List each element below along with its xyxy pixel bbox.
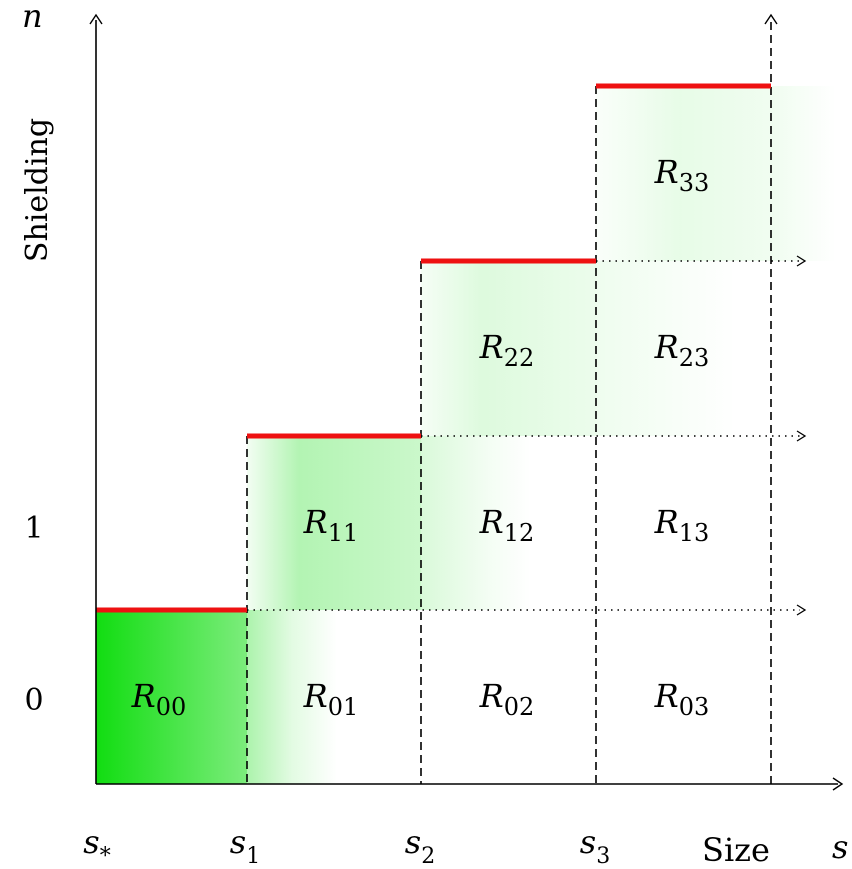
region-fill-33 — [596, 86, 836, 261]
y-axis-label: Shielding — [20, 118, 55, 262]
x-tick-s1: s1 — [230, 823, 260, 869]
region-fill-11 — [247, 436, 421, 610]
region-fill-01 — [247, 610, 337, 784]
x-tick-s-star: s* — [83, 823, 110, 869]
y-axis-arrowhead — [89, 13, 103, 25]
x-tick-s3: s3 — [580, 823, 610, 869]
region-fill-12 — [421, 436, 531, 610]
y-axis-variable: n — [22, 0, 43, 35]
region-label-13: R13 — [654, 503, 710, 547]
dotted-line-level-1-arrowhead — [796, 604, 807, 616]
dotted-line-level-3-arrowhead — [796, 255, 807, 267]
region-fill-00 — [96, 610, 247, 784]
dotted-line-level-2-arrowhead — [796, 430, 807, 442]
x-axis-arrowhead — [832, 777, 844, 791]
region-label-00: R00 — [131, 677, 187, 721]
region-label-33: R33 — [654, 153, 710, 197]
region-label-01: R01 — [303, 677, 359, 721]
region-label-02: R02 — [479, 677, 535, 721]
y-tick-1: 1 — [24, 511, 43, 546]
x-axis-variable: s — [832, 828, 848, 866]
x-axis-label: Size — [702, 831, 770, 869]
dashed-line-size-arrowhead — [764, 13, 778, 25]
region-label-22: R22 — [479, 328, 535, 372]
region-label-23: R23 — [654, 328, 710, 372]
region-label-03: R03 — [654, 677, 710, 721]
x-tick-s2: s2 — [405, 823, 435, 869]
region-fill-22 — [421, 261, 596, 436]
region-label-11: R11 — [303, 503, 359, 547]
region-fill-23 — [596, 261, 736, 436]
region-label-12: R12 — [479, 503, 535, 547]
y-tick-0: 0 — [24, 683, 43, 718]
